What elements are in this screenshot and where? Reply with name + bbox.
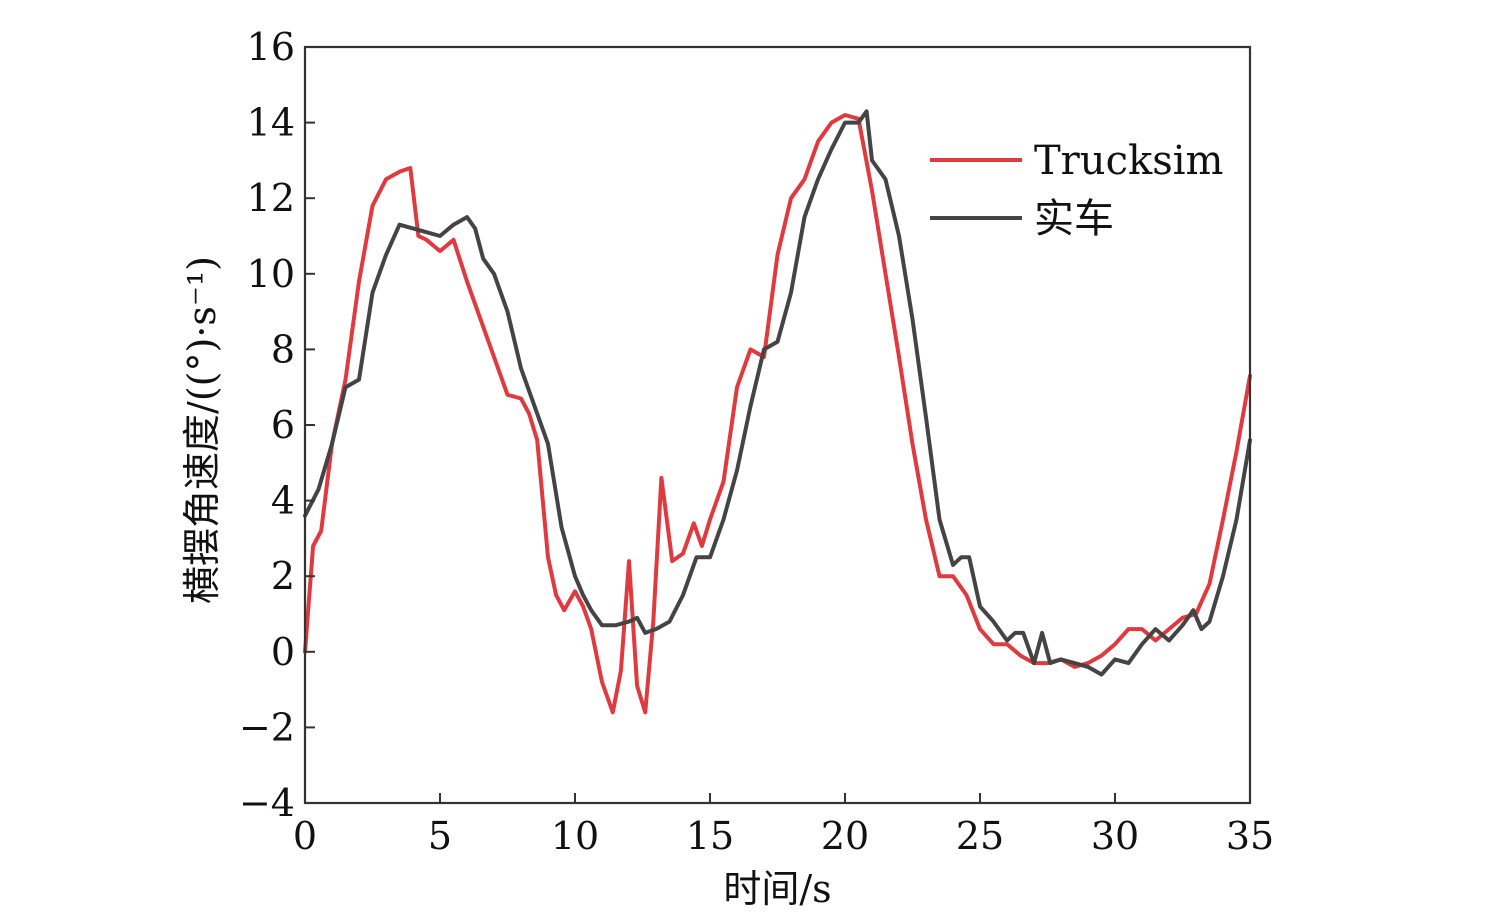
y-tick-label: 8 <box>271 327 295 371</box>
x-tick-label: 5 <box>428 814 452 858</box>
y-tick-label: 16 <box>247 25 295 69</box>
y-tick-label: 4 <box>271 479 295 523</box>
y-tick-label: −2 <box>239 705 295 749</box>
x-tick-label: 30 <box>1091 814 1139 858</box>
y-tick-label: 14 <box>247 101 295 145</box>
x-tick-label: 20 <box>821 814 869 858</box>
x-tick-label: 0 <box>293 814 317 858</box>
x-tick-label: 35 <box>1226 814 1274 858</box>
y-tick-label: 6 <box>271 403 295 447</box>
series-line-1 <box>303 113 1252 715</box>
y-tick-label: 2 <box>271 554 295 598</box>
x-tick-label: 10 <box>551 814 599 858</box>
ticks-layer: 0 5 10 15 20 25 30 35 −4 −2 0 2 4 6 8 10 12 14 16 <box>239 25 1274 858</box>
y-tick-label: −4 <box>239 781 295 825</box>
legend-label-2: 实车 <box>1034 196 1114 242</box>
series-line-2 <box>303 109 1252 677</box>
legend: Trucksim 实车 <box>930 138 1223 242</box>
x-tick-label: 25 <box>956 814 1004 858</box>
x-axis-title: 时间/s <box>723 867 831 911</box>
y-tick-label: 0 <box>271 630 295 674</box>
y-tick-label: 12 <box>247 176 295 220</box>
legend-label-1: Trucksim <box>1034 138 1223 184</box>
y-axis-title: 横摆角速度/((°)·s⁻¹) <box>180 256 224 604</box>
x-tick-label: 15 <box>686 814 734 858</box>
series-layer <box>303 109 1252 715</box>
y-tick-label: 10 <box>247 252 295 296</box>
